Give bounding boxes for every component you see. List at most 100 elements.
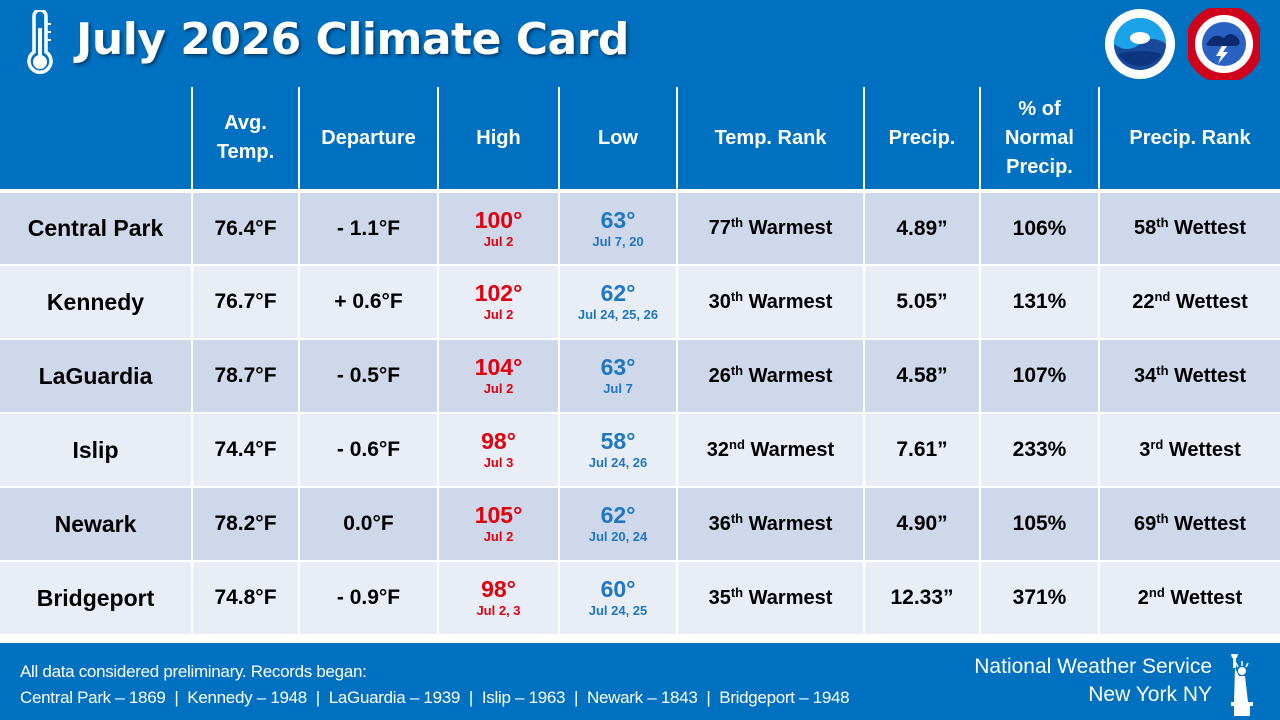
temp-rank: 30th Warmest xyxy=(677,265,865,340)
statue-of-liberty-icon xyxy=(1231,654,1253,716)
column-header-departure: Departure xyxy=(299,87,439,193)
high-value: 105° xyxy=(474,502,523,528)
precip: 5.05” xyxy=(864,265,981,340)
temp-rank: 35th Warmest xyxy=(677,561,865,636)
low-date: Jul 24, 26 xyxy=(588,455,648,470)
high-value: 100° xyxy=(474,206,523,233)
pct-normal: 107% xyxy=(980,339,1100,414)
low-date: Jul 24, 25, 26 xyxy=(577,307,659,322)
climate-table: Avg. Temp. Departure High Low Temp. Rank … xyxy=(0,87,1280,636)
pct-normal: 105% xyxy=(980,487,1100,562)
low-cell: 63° Jul 7, 20 xyxy=(559,191,678,266)
high-date: Jul 3 xyxy=(483,455,514,470)
table-row: Newark 78.2°F 0.0°F 105° Jul 2 62° Jul 20,… xyxy=(0,487,1280,562)
precip-rank: 3rd Wettest xyxy=(1099,413,1280,488)
high-date: Jul 2 xyxy=(483,307,514,322)
precip-rank: 22nd Wettest xyxy=(1099,265,1280,340)
climate-table-container: Avg. Temp. Departure High Low Temp. Rank … xyxy=(0,87,1280,643)
temp-rank: 77th Warmest xyxy=(677,191,865,266)
column-header-high: High xyxy=(438,87,560,193)
avg-temp: 76.4°F xyxy=(192,191,300,266)
noaa-logo xyxy=(1105,9,1175,79)
high-value: 98° xyxy=(481,576,516,602)
table-row: Central Park 76.4°F - 1.1°F 100° Jul 2 63… xyxy=(0,191,1280,266)
low-cell: 60° Jul 24, 25 xyxy=(559,561,678,636)
column-header-avg-temp: Avg. Temp. xyxy=(192,87,300,193)
precip: 4.89” xyxy=(864,191,981,266)
high-cell: 102° Jul 2 xyxy=(438,265,560,340)
low-value: 62° xyxy=(600,502,636,528)
table-row: Bridgeport 74.8°F - 0.9°F 98° Jul 2, 3 60… xyxy=(0,561,1280,636)
low-value: 62° xyxy=(600,280,636,306)
low-date: Jul 24, 25 xyxy=(588,603,648,618)
high-cell: 98° Jul 2, 3 xyxy=(438,561,560,636)
column-header-pct-normal: % of Normal Precip. xyxy=(980,87,1100,193)
thermometer-icon xyxy=(27,10,53,74)
high-cell: 100° Jul 2 xyxy=(438,191,560,266)
records-note: All data considered preliminary. Records… xyxy=(20,659,850,711)
temp-rank: 32nd Warmest xyxy=(677,413,865,488)
high-value: 104° xyxy=(474,354,523,380)
departure: - 1.1°F xyxy=(299,191,439,266)
low-cell: 63° Jul 7 xyxy=(559,339,678,414)
office-location: New York NY xyxy=(1088,683,1212,706)
avg-temp: 74.8°F xyxy=(192,561,300,636)
station-name: Newark xyxy=(0,487,193,562)
pct-normal: 106% xyxy=(980,191,1100,266)
high-value: 98° xyxy=(481,428,516,454)
pct-normal: 131% xyxy=(980,265,1100,340)
high-cell: 98° Jul 3 xyxy=(438,413,560,488)
records-note-line2: Central Park – 1869 | Kennedy – 1948 | L… xyxy=(20,688,850,707)
low-value: 63° xyxy=(600,354,636,380)
high-value: 102° xyxy=(474,280,523,306)
low-date: Jul 20, 24 xyxy=(588,529,648,544)
avg-temp: 74.4°F xyxy=(192,413,300,488)
low-value: 58° xyxy=(600,428,636,454)
page-title: July 2026 Climate Card xyxy=(76,14,629,65)
footer-bar: All data considered preliminary. Records… xyxy=(0,643,1280,720)
temp-rank: 36th Warmest xyxy=(677,487,865,562)
departure: - 0.9°F xyxy=(299,561,439,636)
precip: 12.33” xyxy=(864,561,981,636)
table-header-row: Avg. Temp. Departure High Low Temp. Rank … xyxy=(0,87,1280,193)
departure: - 0.6°F xyxy=(299,413,439,488)
high-date: Jul 2 xyxy=(483,529,514,544)
avg-temp: 78.7°F xyxy=(192,339,300,414)
avg-temp: 76.7°F xyxy=(192,265,300,340)
table-row: Kennedy 76.7°F + 0.6°F 102° Jul 2 62° Jul … xyxy=(0,265,1280,340)
column-header-station xyxy=(0,87,193,193)
temp-rank: 26th Warmest xyxy=(677,339,865,414)
high-cell: 105° Jul 2 xyxy=(438,487,560,562)
precip: 7.61” xyxy=(864,413,981,488)
departure: - 0.5°F xyxy=(299,339,439,414)
departure: + 0.6°F xyxy=(299,265,439,340)
column-header-temp-rank: Temp. Rank xyxy=(677,87,865,193)
column-header-precip: Precip. xyxy=(864,87,981,193)
nws-logo xyxy=(1188,8,1260,80)
low-cell: 62° Jul 24, 25, 26 xyxy=(559,265,678,340)
avg-temp: 78.2°F xyxy=(192,487,300,562)
low-date: Jul 7 xyxy=(603,381,633,396)
station-name: Bridgeport xyxy=(0,561,193,636)
precip-rank: 2nd Wettest xyxy=(1099,561,1280,636)
high-date: Jul 2 xyxy=(483,381,514,396)
low-value: 63° xyxy=(600,206,636,233)
column-header-precip-rank: Precip. Rank xyxy=(1099,87,1280,193)
precip-rank: 34th Wettest xyxy=(1099,339,1280,414)
station-name: Islip xyxy=(0,413,193,488)
table-row: Islip 74.4°F - 0.6°F 98° Jul 3 58° Jul 24,… xyxy=(0,413,1280,488)
pct-normal: 233% xyxy=(980,413,1100,488)
low-cell: 58° Jul 24, 26 xyxy=(559,413,678,488)
low-cell: 62° Jul 20, 24 xyxy=(559,487,678,562)
low-date: Jul 7, 20 xyxy=(592,233,644,249)
header-bar: July 2026 Climate Card xyxy=(0,0,1280,87)
high-cell: 104° Jul 2 xyxy=(438,339,560,414)
precip-rank: 69th Wettest xyxy=(1099,487,1280,562)
station-name: Central Park xyxy=(0,191,193,266)
station-name: LaGuardia xyxy=(0,339,193,414)
pct-normal: 371% xyxy=(980,561,1100,636)
column-header-low: Low xyxy=(559,87,678,193)
station-name: Kennedy xyxy=(0,265,193,340)
low-value: 60° xyxy=(600,576,636,602)
high-date: Jul 2, 3 xyxy=(476,603,521,618)
